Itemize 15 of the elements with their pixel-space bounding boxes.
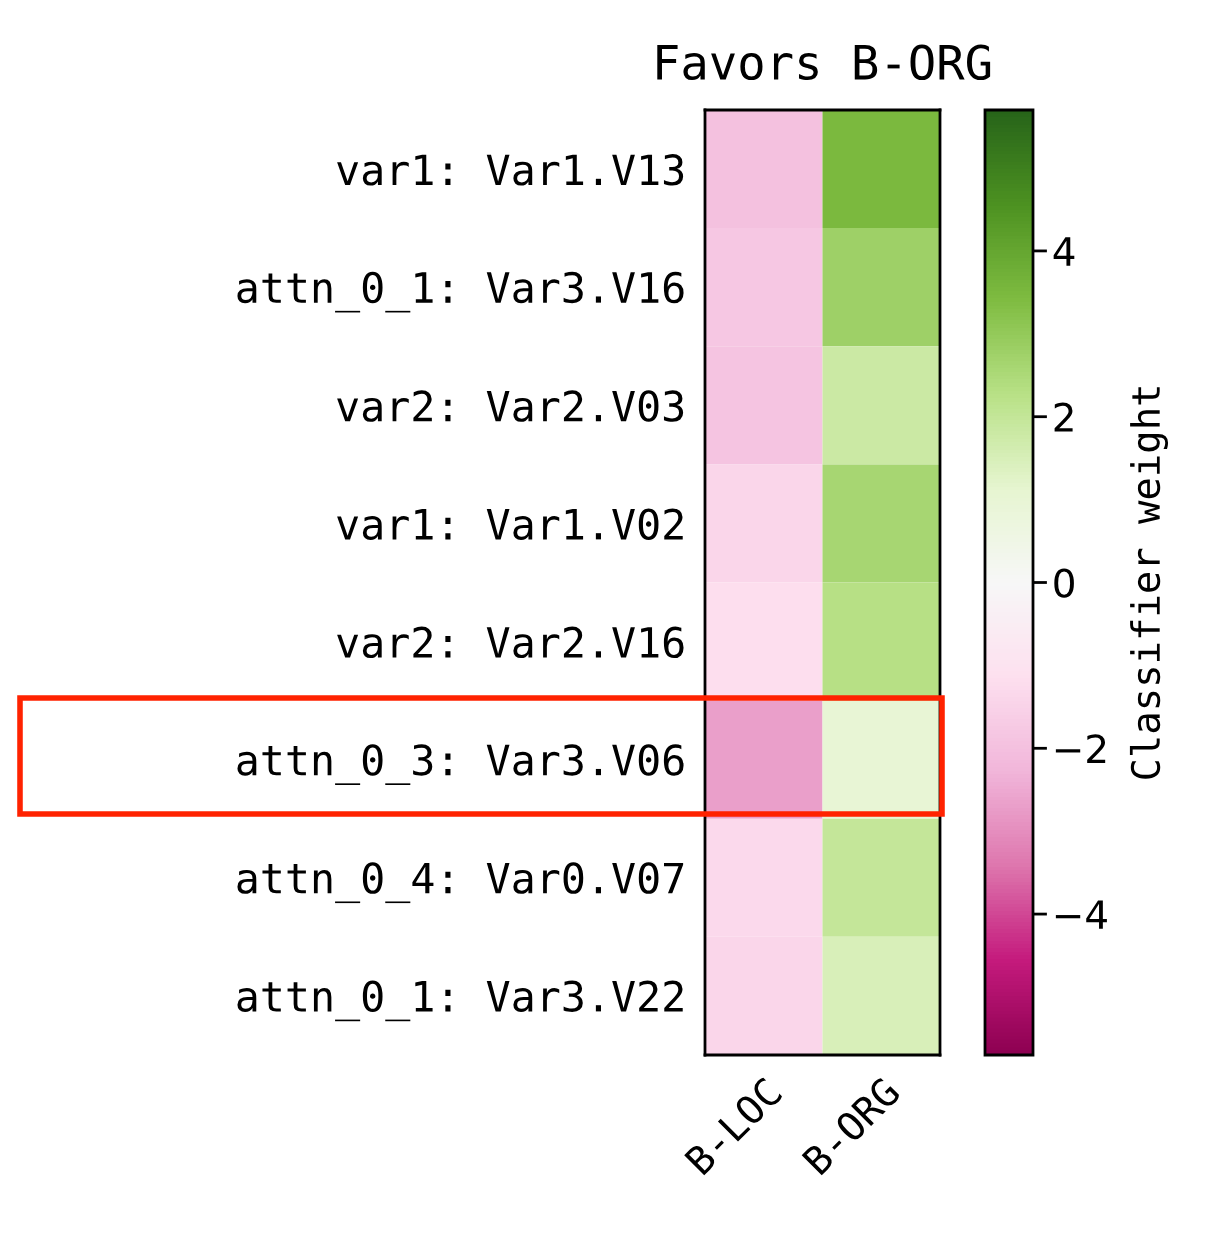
chart-title: Favors B-ORG [657,44,991,81]
color-bar-label: 4 [1053,237,1075,266]
y-tick-label: var1: Var1.V13 [337,154,684,186]
y-tick-label: attn_0_1: Var3.V16 [237,271,684,313]
y-tick-label: var2: Var2.V03 [337,390,684,422]
color-bar-label: 2 [1054,402,1073,432]
y-tick-label: attn_0_3: Var3.V06 [237,744,684,785]
color-bar-label: −2 [1055,734,1106,764]
color-bar-label: −4 [1055,900,1107,929]
y-tick-label: var1: Var1.V02 [337,508,683,540]
y-tick-label: attn_0_1: Var3.V22 [237,980,683,1022]
y-tick-label: var2: Var2.V16 [337,626,684,659]
color-bar-title: Classifier weight [1129,387,1169,779]
y-tick-label: attn_0_4: Var0.V07 [237,862,684,904]
color-bar-label: 0 [1054,568,1074,598]
